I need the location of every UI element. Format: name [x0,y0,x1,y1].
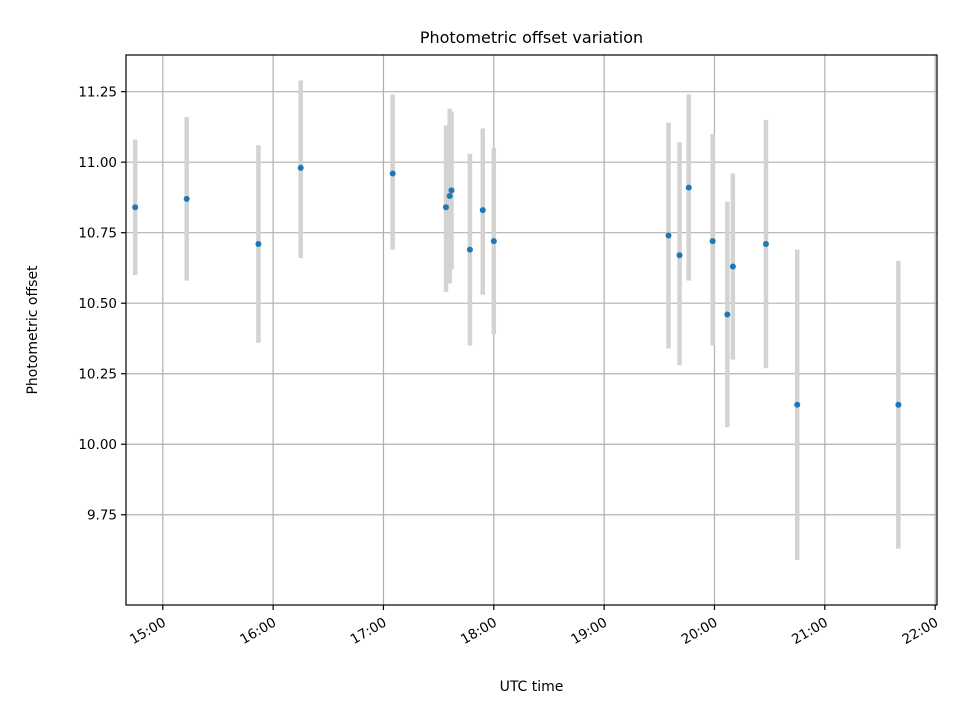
data-point [442,204,449,211]
x-tick-label: 21:00 [789,615,831,648]
data-point [466,246,473,253]
x-tick-label: 17:00 [348,615,390,648]
data-point [446,193,453,200]
y-tick-label: 10.50 [78,296,117,312]
data-point [762,240,769,247]
data-point [132,204,139,211]
data-point [709,238,716,245]
data-point [794,401,801,408]
y-tick-label: 10.75 [78,226,117,242]
data-point [729,263,736,270]
y-axis-label: Photometric offset [25,265,41,395]
x-tick-label: 22:00 [899,615,941,648]
data-point [479,207,486,214]
y-tick-label: 11.00 [78,155,117,171]
x-tick-label: 15:00 [127,615,169,648]
data-point [389,170,396,177]
data-point [448,187,455,194]
data-point [685,184,692,191]
data-point [676,252,683,259]
grid-layer [126,55,937,605]
x-tick-label: 16:00 [237,615,279,648]
point-layer [132,164,902,408]
data-point [895,401,902,408]
tick-layer: 15:00 16:00 17:00 18:00 19:00 20:00 21:00 22:00… [78,85,941,648]
data-point [665,232,672,239]
y-tick-label: 11.25 [78,85,117,101]
data-point [490,238,497,245]
x-tick-label: 20:00 [679,615,721,648]
y-tick-label: 10.00 [78,437,117,453]
x-tick-label: 18:00 [458,615,500,648]
data-point [724,311,731,318]
data-point [255,240,262,247]
y-tick-label: 9.75 [87,508,117,524]
plot-frame [125,54,938,606]
chart-title: Photometric offset variation [420,28,643,47]
x-axis-label: UTC time [500,679,564,695]
data-point [183,195,190,202]
errorbar-layer [132,80,901,560]
y-tick-label: 10.25 [78,367,117,383]
x-tick-label: 19:00 [568,615,610,648]
data-point [297,164,304,171]
